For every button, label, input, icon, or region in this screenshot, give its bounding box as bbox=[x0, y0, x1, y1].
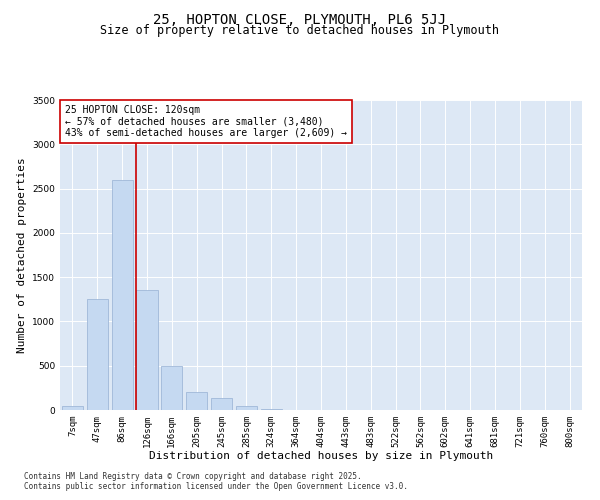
Bar bbox=[211, 398, 232, 410]
X-axis label: Distribution of detached houses by size in Plymouth: Distribution of detached houses by size … bbox=[149, 452, 493, 462]
Bar bbox=[186, 392, 207, 410]
Bar bbox=[236, 406, 257, 410]
Bar bbox=[161, 366, 182, 410]
Bar bbox=[261, 408, 282, 410]
Bar bbox=[136, 290, 158, 410]
Text: 25 HOPTON CLOSE: 120sqm
← 57% of detached houses are smaller (3,480)
43% of semi: 25 HOPTON CLOSE: 120sqm ← 57% of detache… bbox=[65, 104, 347, 138]
Text: Contains public sector information licensed under the Open Government Licence v3: Contains public sector information licen… bbox=[24, 482, 408, 491]
Text: 25, HOPTON CLOSE, PLYMOUTH, PL6 5JJ: 25, HOPTON CLOSE, PLYMOUTH, PL6 5JJ bbox=[154, 12, 446, 26]
Text: Contains HM Land Registry data © Crown copyright and database right 2025.: Contains HM Land Registry data © Crown c… bbox=[24, 472, 362, 481]
Bar bbox=[87, 300, 108, 410]
Bar bbox=[62, 406, 83, 410]
Text: Size of property relative to detached houses in Plymouth: Size of property relative to detached ho… bbox=[101, 24, 499, 37]
Bar bbox=[112, 180, 133, 410]
Y-axis label: Number of detached properties: Number of detached properties bbox=[17, 157, 26, 353]
